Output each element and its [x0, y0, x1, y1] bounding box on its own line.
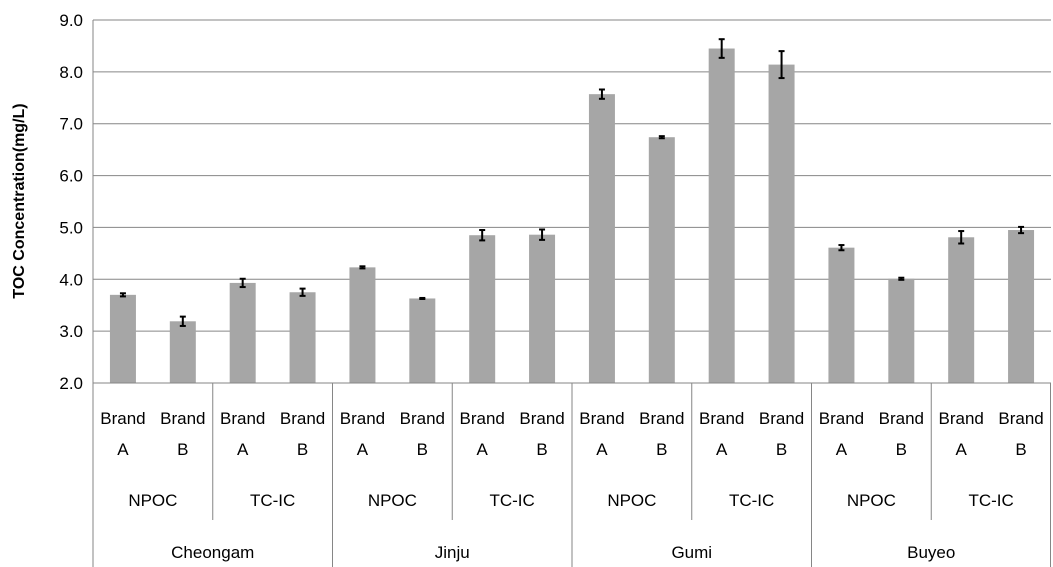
bar	[588, 94, 615, 384]
y-tick-label: 9.0	[59, 11, 83, 30]
brand-letter-label: B	[536, 440, 547, 459]
brand-letter-label: B	[177, 440, 188, 459]
brand-label: Brand	[699, 409, 744, 428]
brand-letter-label: B	[417, 440, 428, 459]
brand-label: Brand	[220, 409, 265, 428]
bar	[828, 247, 855, 383]
y-tick-labels: 2.0 3.0 4.0 5.0 6.0 7.0 8.0 9.0	[59, 11, 83, 393]
bar	[1008, 230, 1035, 383]
brand-letter-label: B	[297, 440, 308, 459]
error-bar	[658, 135, 665, 140]
site-label: Cheongam	[171, 543, 254, 562]
site-label: Buyeo	[907, 543, 955, 562]
site-label: Jinju	[435, 543, 470, 562]
brand-label: Brand	[340, 409, 385, 428]
brand-letter-label: A	[237, 440, 249, 459]
brand-letter-label: A	[716, 440, 728, 459]
error-bar	[299, 287, 306, 297]
brand-letter-label: B	[896, 440, 907, 459]
error-bar	[718, 38, 725, 59]
brand-label: Brand	[879, 409, 924, 428]
brand-label: Brand	[759, 409, 804, 428]
error-bar	[838, 244, 845, 252]
y-axis-label: TOC Concentration(mg/L)	[11, 103, 28, 298]
y-tick-label: 5.0	[59, 218, 83, 237]
brand-letter-label: B	[776, 440, 787, 459]
method-label: TC-IC	[489, 491, 534, 510]
method-label: NPOC	[368, 491, 417, 510]
error-bar	[778, 50, 785, 80]
bar	[289, 292, 316, 383]
error-bar	[119, 292, 126, 298]
error-bar	[239, 277, 246, 289]
bar	[948, 237, 975, 383]
y-tick-label: 7.0	[59, 115, 83, 134]
brand-label: Brand	[280, 409, 325, 428]
method-label: NPOC	[607, 491, 656, 510]
x-axis: Brand A Brand B Brand A Brand B Brand A Brand B Bran…	[92, 382, 1051, 567]
brand-label: Brand	[460, 409, 505, 428]
y-tick-label: 8.0	[59, 63, 83, 82]
bar	[169, 321, 196, 383]
brand-label: Brand	[998, 409, 1043, 428]
method-label: TC-IC	[968, 491, 1013, 510]
bar	[768, 64, 795, 384]
brand-label: Brand	[579, 409, 624, 428]
error-bar	[479, 229, 486, 242]
brand-label: Brand	[939, 409, 984, 428]
brand-label: Brand	[519, 409, 564, 428]
brand-label: Brand	[100, 409, 145, 428]
brand-letter-label: A	[596, 440, 608, 459]
bar	[648, 137, 675, 383]
error-bar	[419, 296, 426, 300]
bar	[888, 278, 915, 383]
brand-letter-label: A	[836, 440, 848, 459]
method-label: TC-IC	[250, 491, 295, 510]
bar	[409, 298, 436, 383]
site-label: Gumi	[671, 543, 712, 562]
brand-letter-label: A	[117, 440, 129, 459]
bar	[529, 234, 556, 383]
brand-letter-label: A	[956, 440, 968, 459]
error-bars	[119, 38, 1025, 327]
error-bar	[1018, 225, 1025, 235]
brand-label: Brand	[819, 409, 864, 428]
bars	[109, 48, 1035, 384]
brand-letter-label: B	[1015, 440, 1026, 459]
brand-label: Brand	[160, 409, 205, 428]
error-bar	[179, 315, 186, 327]
brand-label: Brand	[400, 409, 445, 428]
brand-letter-label: A	[357, 440, 369, 459]
y-tick-label: 6.0	[59, 167, 83, 186]
bar	[708, 48, 735, 384]
method-label: NPOC	[847, 491, 896, 510]
error-bar	[598, 88, 605, 100]
brand-letter-label: B	[656, 440, 667, 459]
error-bar	[359, 265, 366, 270]
method-label: NPOC	[128, 491, 177, 510]
error-bar	[958, 230, 965, 245]
bar	[349, 267, 376, 383]
y-tick-label: 4.0	[59, 270, 83, 289]
method-label: TC-IC	[729, 491, 774, 510]
bar	[109, 294, 136, 383]
bar	[229, 282, 256, 383]
y-tick-label: 3.0	[59, 322, 83, 341]
error-bar	[898, 276, 905, 281]
brand-letter-label: A	[477, 440, 489, 459]
brand-label: Brand	[639, 409, 684, 428]
error-bar	[539, 228, 546, 241]
bar	[469, 235, 496, 383]
y-tick-label: 2.0	[59, 374, 83, 393]
